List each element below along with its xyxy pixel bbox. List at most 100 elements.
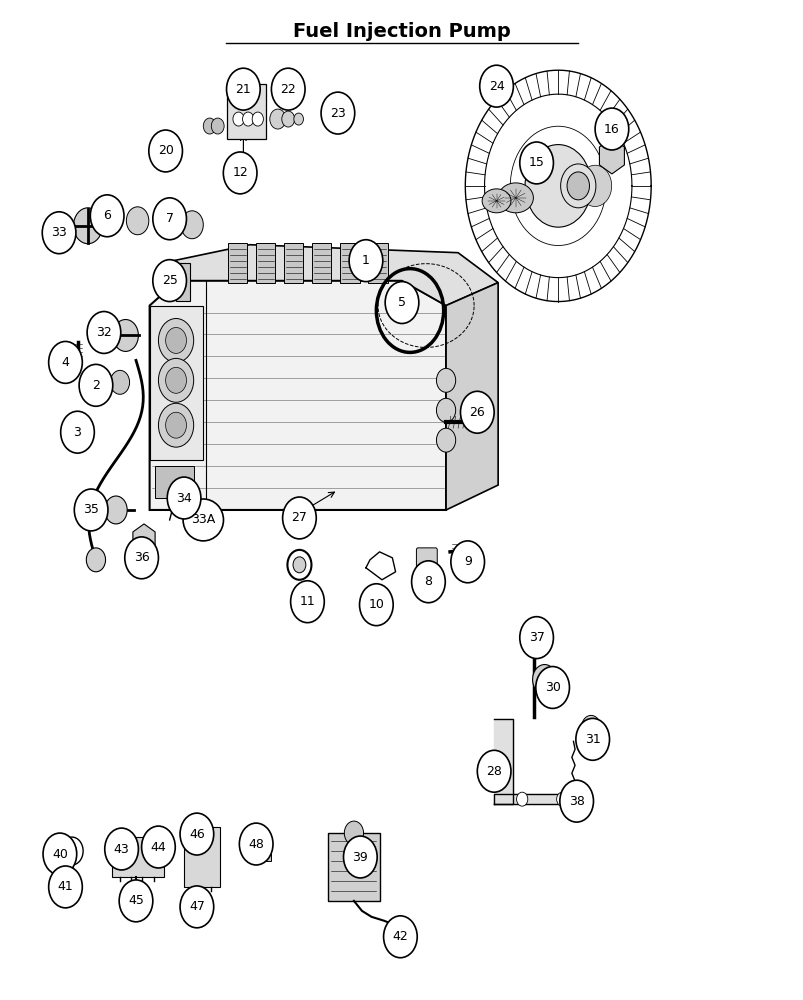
Circle shape <box>233 112 244 126</box>
Ellipse shape <box>498 183 532 213</box>
Text: 33: 33 <box>51 226 67 239</box>
Text: 47: 47 <box>189 900 205 913</box>
Text: 12: 12 <box>232 166 247 179</box>
Circle shape <box>270 109 286 129</box>
Text: 27: 27 <box>291 511 307 524</box>
Text: 20: 20 <box>157 144 173 157</box>
Ellipse shape <box>239 823 273 865</box>
Bar <box>184 827 220 887</box>
Circle shape <box>86 548 105 572</box>
Ellipse shape <box>519 617 552 659</box>
Text: 40: 40 <box>52 848 67 861</box>
Ellipse shape <box>594 108 628 150</box>
Text: 32: 32 <box>96 326 112 339</box>
Ellipse shape <box>482 189 511 213</box>
Text: 43: 43 <box>113 843 129 856</box>
Ellipse shape <box>320 92 354 134</box>
Text: 46: 46 <box>189 828 205 841</box>
Circle shape <box>73 208 102 244</box>
Ellipse shape <box>290 581 324 623</box>
Ellipse shape <box>90 195 124 237</box>
Ellipse shape <box>450 541 484 583</box>
Bar <box>248 839 271 861</box>
Text: 34: 34 <box>176 492 192 505</box>
Circle shape <box>165 367 186 393</box>
Circle shape <box>344 821 363 845</box>
Text: 44: 44 <box>150 841 166 854</box>
Bar <box>368 243 387 283</box>
Text: 6: 6 <box>103 209 111 222</box>
Text: 48: 48 <box>248 838 264 851</box>
Ellipse shape <box>49 866 82 908</box>
Circle shape <box>532 665 556 694</box>
Circle shape <box>243 112 254 126</box>
Text: 38: 38 <box>568 795 584 808</box>
Ellipse shape <box>74 489 108 531</box>
Circle shape <box>203 118 216 134</box>
Circle shape <box>566 172 589 200</box>
Circle shape <box>524 145 591 227</box>
Text: 35: 35 <box>83 503 99 516</box>
Circle shape <box>556 792 567 806</box>
Circle shape <box>560 164 595 208</box>
Polygon shape <box>150 306 203 460</box>
Text: 4: 4 <box>62 356 69 369</box>
Ellipse shape <box>223 152 257 194</box>
Text: 45: 45 <box>128 894 144 907</box>
Ellipse shape <box>271 68 304 110</box>
Polygon shape <box>173 245 498 306</box>
Ellipse shape <box>153 198 186 240</box>
Ellipse shape <box>575 718 609 760</box>
Text: 39: 39 <box>352 851 368 864</box>
Circle shape <box>165 327 186 353</box>
Ellipse shape <box>87 312 120 353</box>
Ellipse shape <box>385 282 418 323</box>
Circle shape <box>67 845 76 857</box>
Bar <box>228 243 247 283</box>
Ellipse shape <box>226 68 260 110</box>
Polygon shape <box>149 281 446 510</box>
Circle shape <box>390 922 410 946</box>
Circle shape <box>581 715 600 739</box>
Ellipse shape <box>559 780 593 822</box>
Circle shape <box>578 165 611 207</box>
Ellipse shape <box>124 537 158 579</box>
Bar <box>176 263 190 301</box>
Ellipse shape <box>343 836 377 878</box>
Text: 2: 2 <box>92 379 100 392</box>
Ellipse shape <box>180 886 214 928</box>
Circle shape <box>436 428 455 452</box>
Circle shape <box>110 370 129 394</box>
Bar <box>340 243 359 283</box>
Ellipse shape <box>119 880 153 922</box>
Circle shape <box>158 403 194 447</box>
Text: 36: 36 <box>133 551 149 564</box>
Circle shape <box>282 111 294 127</box>
Circle shape <box>104 496 127 524</box>
Ellipse shape <box>79 364 112 406</box>
Ellipse shape <box>519 142 552 184</box>
Text: 7: 7 <box>165 212 173 225</box>
Bar <box>256 243 275 283</box>
Ellipse shape <box>104 828 138 870</box>
Circle shape <box>165 412 186 438</box>
Text: 28: 28 <box>486 765 501 778</box>
Text: 33A: 33A <box>191 513 215 526</box>
Text: 8: 8 <box>424 575 432 588</box>
Text: 25: 25 <box>161 274 177 287</box>
Bar <box>112 837 164 877</box>
Text: 23: 23 <box>329 107 345 120</box>
Circle shape <box>436 368 455 392</box>
Ellipse shape <box>180 813 214 855</box>
Text: 11: 11 <box>300 595 315 608</box>
Circle shape <box>252 112 263 126</box>
Text: 31: 31 <box>584 733 600 746</box>
Polygon shape <box>446 283 498 510</box>
Text: 5: 5 <box>397 296 406 309</box>
Circle shape <box>436 398 455 422</box>
Ellipse shape <box>349 240 382 282</box>
Ellipse shape <box>49 341 82 383</box>
Text: 10: 10 <box>368 598 384 611</box>
Text: 3: 3 <box>74 426 81 439</box>
Ellipse shape <box>283 497 316 539</box>
